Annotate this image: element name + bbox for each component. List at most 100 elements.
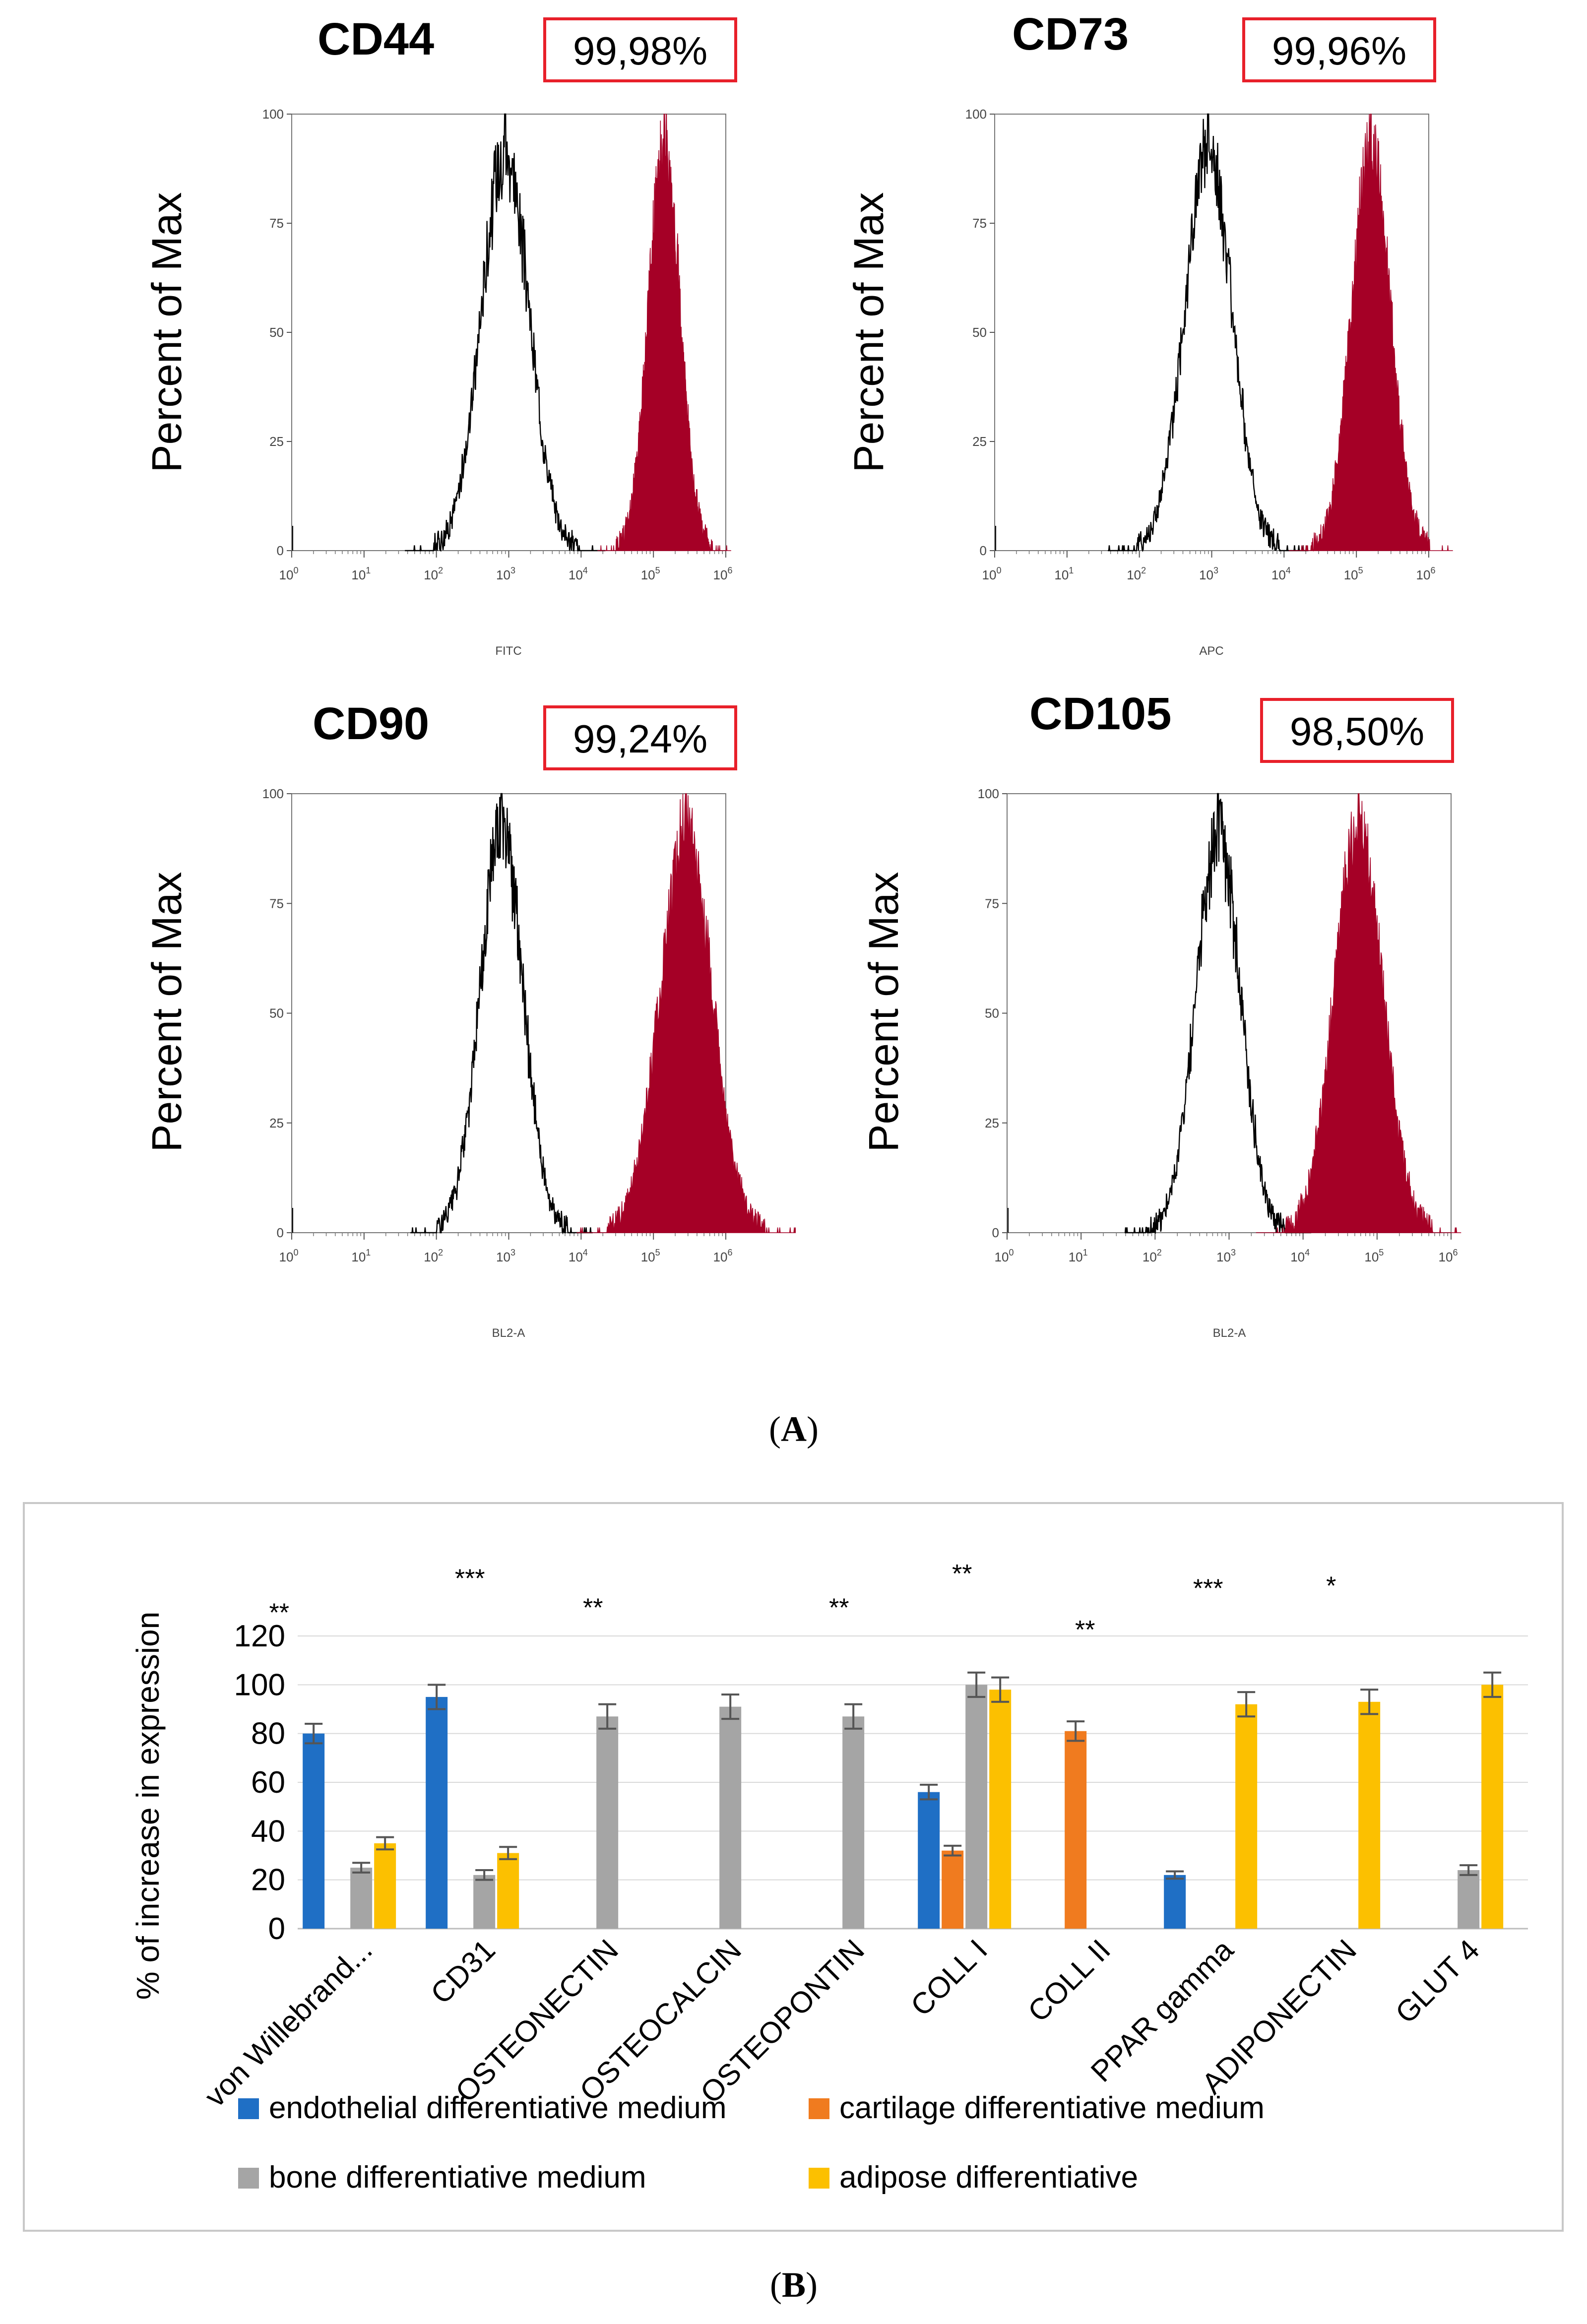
x-tick-label: 104 [569,1248,588,1264]
y-axis-label: % of increase in expression [130,1612,166,2000]
histogram-cd90: CD90 99,24% Percent of Max BL2-A 0 25 50 75 100 1… [143,698,796,1340]
x-tick-label: 105 [1364,1248,1384,1264]
bar [1164,1875,1186,1929]
significance-marker: ** [952,1560,972,1588]
bar [350,1868,373,1929]
y-tick-label: 40 [251,1814,285,1848]
y-axis-label: Percent of Max [143,192,190,473]
y-tick-label: 100 [965,107,987,122]
significance-marker: ** [1075,1616,1095,1644]
bar [1358,1701,1381,1929]
y-tick-label: 0 [992,1225,999,1240]
y-tick-label: 25 [269,1116,284,1131]
bar [1481,1685,1504,1929]
legend-swatch [809,2098,829,2119]
stained-histogram [597,113,731,551]
y-tick-label: 20 [251,1863,285,1897]
y-tick-label: 25 [972,434,987,449]
significance-marker: ** [269,1599,289,1628]
y-tick-label: 75 [985,896,999,911]
y-tick-label: 0 [277,1225,284,1240]
y-tick-label: 60 [251,1765,285,1800]
x-tick-label: 101 [1069,1248,1088,1264]
x-axis-label: BL2-A [492,1326,525,1340]
bar [918,1792,940,1929]
y-tick-label: 75 [972,216,987,231]
x-tick-label: 100 [982,565,1002,582]
marker-title: CD73 [1012,9,1129,60]
x-tick-label: 106 [1416,565,1436,582]
bar [596,1716,619,1929]
histogram-cd44: CD44 99,98% Percent of Max FITC 0 25 50 75 100 10… [143,14,737,658]
bar [497,1853,519,1929]
legend-swatch [238,2168,259,2189]
percent-positive: 98,50% [1290,709,1424,754]
x-tick-label: 105 [1344,565,1363,582]
bar [842,1716,865,1929]
x-tick-label: 101 [1054,565,1074,582]
legend-swatch [809,2168,829,2189]
significance-marker: *** [455,1565,485,1593]
marker-title: CD105 [1029,689,1171,739]
x-axis-label: APC [1199,644,1223,658]
x-tick-label: 106 [1439,1248,1458,1264]
y-tick-label: 50 [269,1006,284,1021]
legend-label: bone differentiative medium [269,2160,646,2195]
significance-marker: ** [829,1594,849,1623]
y-tick-label: 120 [234,1619,285,1653]
x-tick-label: 103 [496,1248,515,1264]
y-tick-label: 0 [277,543,284,558]
x-tick-label: 104 [1290,1248,1310,1264]
x-axis-label: FITC [495,644,521,658]
percent-positive-box [1260,698,1454,763]
significance-marker: * [1326,1571,1336,1600]
y-tick-label: 100 [262,786,284,801]
histogram-cd105: CD105 98,50% Percent of Max BL2-A 0 25 50 75 100… [860,689,1461,1340]
marker-title: CD90 [313,698,429,749]
x-tick-label: 103 [1216,1248,1236,1264]
percent-positive-box [543,17,737,82]
bar [942,1850,964,1929]
x-tick-label: 104 [569,565,588,582]
percent-positive-box [1242,17,1436,82]
x-tick-label: 105 [641,565,660,582]
percent-positive: 99,96% [1272,29,1406,73]
bar [989,1690,1012,1929]
control-histogram [1108,113,1309,552]
histogram-cd73: CD73 99,96% Percent of Max APC 0 25 50 75 100 100… [845,9,1453,658]
x-tick-label: 103 [1199,565,1218,582]
x-tick-label: 102 [424,565,443,582]
percent-positive: 99,98% [573,29,707,73]
x-axis-label: BL2-A [1213,1326,1246,1340]
y-tick-label: 25 [985,1116,999,1131]
stained-histogram [1289,114,1453,552]
bar [374,1843,396,1929]
legend-label: adipose differentiative [839,2160,1138,2195]
bar [303,1733,325,1929]
significance-marker: ** [583,1594,603,1623]
caption-a: (A) [769,1409,819,1449]
y-tick-label: 80 [251,1717,285,1751]
x-tick-label: 102 [1127,565,1146,582]
x-tick-label: 105 [641,1248,660,1264]
bar [1065,1731,1087,1929]
x-tick-label: 101 [351,1248,371,1264]
legend-label: endothelial differentiative medium [269,2091,727,2125]
y-tick-label: 25 [269,434,284,449]
y-tick-label: 50 [972,325,987,340]
bar [473,1875,496,1929]
y-tick-label: 100 [978,786,999,801]
y-tick-label: 100 [262,107,284,122]
bar [965,1685,988,1929]
bar [426,1696,448,1929]
y-tick-label: 100 [234,1668,285,1702]
y-tick-label: 50 [269,325,284,340]
stained-histogram [1256,793,1461,1233]
flow-cytometry-panels: CD44 99,98% Percent of Max FITC 0 25 50 75 100 10… [143,9,1461,1340]
control-histogram [410,793,593,1235]
y-axis-label: Percent of Max [143,872,190,1152]
y-tick-label: 75 [269,216,284,231]
bar [1458,1870,1480,1929]
x-tick-label: 101 [351,565,371,582]
x-tick-label: 102 [424,1248,443,1264]
